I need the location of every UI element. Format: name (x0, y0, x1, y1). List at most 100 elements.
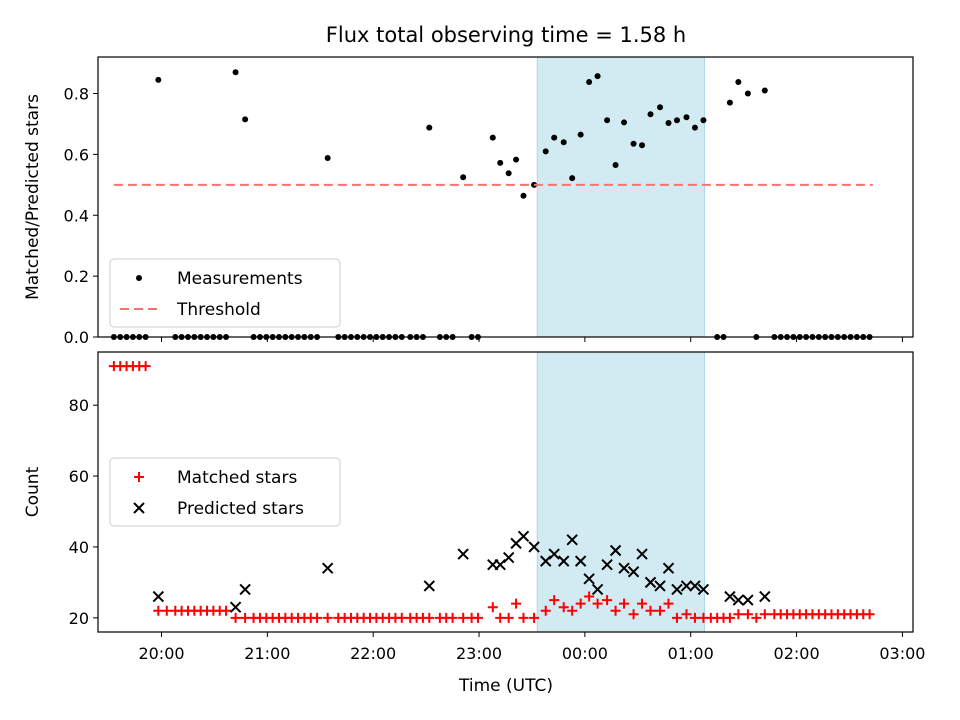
data-point (618, 562, 630, 574)
x-tick-label: 01:00 (668, 644, 714, 663)
data-point (724, 612, 735, 623)
data-point (487, 602, 498, 613)
y-tick-label: 0.2 (64, 267, 89, 286)
data-point (657, 104, 664, 111)
data-point (759, 609, 770, 620)
data-point (569, 175, 576, 182)
y-tick-label: 0.4 (64, 206, 89, 225)
data-point (609, 544, 622, 557)
data-point (627, 566, 640, 578)
legend-marker-swatch (133, 502, 145, 514)
data-point (577, 131, 584, 138)
data-point (574, 555, 587, 567)
data-point (322, 612, 333, 623)
x-tick-label: 22:00 (350, 644, 396, 663)
data-point (630, 140, 637, 147)
data-point (647, 111, 654, 118)
data-point (575, 598, 586, 609)
chart-title: Flux total observing time = 1.58 h (326, 23, 686, 47)
data-point (321, 562, 334, 574)
legend-label: Measurements (177, 269, 303, 289)
series-predicted-stars (152, 530, 771, 613)
data-point (240, 612, 251, 623)
data-point (592, 598, 603, 609)
x-tick-label: 20:00 (138, 644, 184, 663)
legend-label: Threshold (176, 300, 261, 320)
data-point (742, 594, 754, 606)
data-point (529, 612, 540, 623)
data-point (733, 609, 744, 620)
data-point (665, 120, 672, 127)
y-axis-label: Count (23, 466, 43, 517)
data-point (619, 598, 630, 609)
data-point (551, 134, 558, 141)
data-point (549, 595, 560, 606)
data-point (447, 612, 458, 623)
x-tick-label: 23:00 (456, 644, 502, 663)
data-point (426, 124, 433, 131)
data-point (511, 598, 522, 609)
x-axis-label: Time (UTC) (458, 676, 553, 696)
data-point (683, 114, 690, 121)
data-point (761, 87, 768, 94)
data-point (583, 573, 595, 585)
data-point (396, 612, 407, 623)
data-point (691, 124, 698, 131)
x-tick-label: 03:00 (879, 644, 925, 663)
data-point (152, 590, 165, 603)
axes-frame (97, 351, 914, 633)
data-point (161, 605, 172, 616)
data-point (726, 99, 733, 106)
data-point (495, 612, 506, 623)
data-point (505, 170, 512, 177)
y-tick-label: 0.0 (64, 328, 89, 347)
data-point (700, 117, 707, 124)
data-point (472, 612, 483, 623)
legend-marker-swatch (134, 472, 144, 482)
legend-box (109, 457, 341, 527)
observing-span-shading (536, 56, 705, 338)
y-tick-label: 80 (69, 396, 89, 415)
y-tick-label: 0.6 (64, 145, 89, 164)
data-point (542, 148, 549, 155)
data-point (864, 609, 875, 620)
data-point (636, 548, 648, 560)
data-point (594, 73, 601, 80)
y-tick-label: 0.8 (64, 85, 89, 104)
data-point (548, 548, 560, 560)
data-point (671, 583, 683, 596)
data-point (560, 139, 567, 146)
data-point (497, 159, 504, 166)
data-point (239, 583, 251, 596)
data-point (681, 609, 692, 620)
data-point (639, 142, 646, 149)
data-point (744, 90, 751, 97)
data-point (644, 576, 657, 589)
data-point (503, 612, 514, 623)
data-point (460, 174, 467, 181)
data-point (232, 69, 239, 76)
data-point (155, 76, 162, 83)
data-point (489, 134, 496, 141)
data-point (567, 605, 578, 616)
data-point (591, 583, 604, 596)
data-point (518, 612, 529, 623)
data-point (140, 361, 151, 372)
data-point (540, 605, 551, 616)
data-point (604, 117, 611, 124)
data-point (689, 580, 701, 592)
data-point (584, 591, 595, 602)
data-point (689, 612, 700, 623)
data-point (423, 580, 435, 592)
y-axis-label: Matched/Predicted stars (23, 94, 43, 300)
data-point (586, 78, 593, 85)
data-point (735, 78, 742, 85)
data-point (457, 548, 469, 560)
legend: Measurements Threshold (109, 258, 341, 328)
data-point (566, 534, 578, 546)
legend-marker-swatch (136, 275, 142, 281)
series-matched-stars (108, 361, 875, 623)
data-point (724, 590, 736, 603)
data-point (673, 117, 680, 124)
